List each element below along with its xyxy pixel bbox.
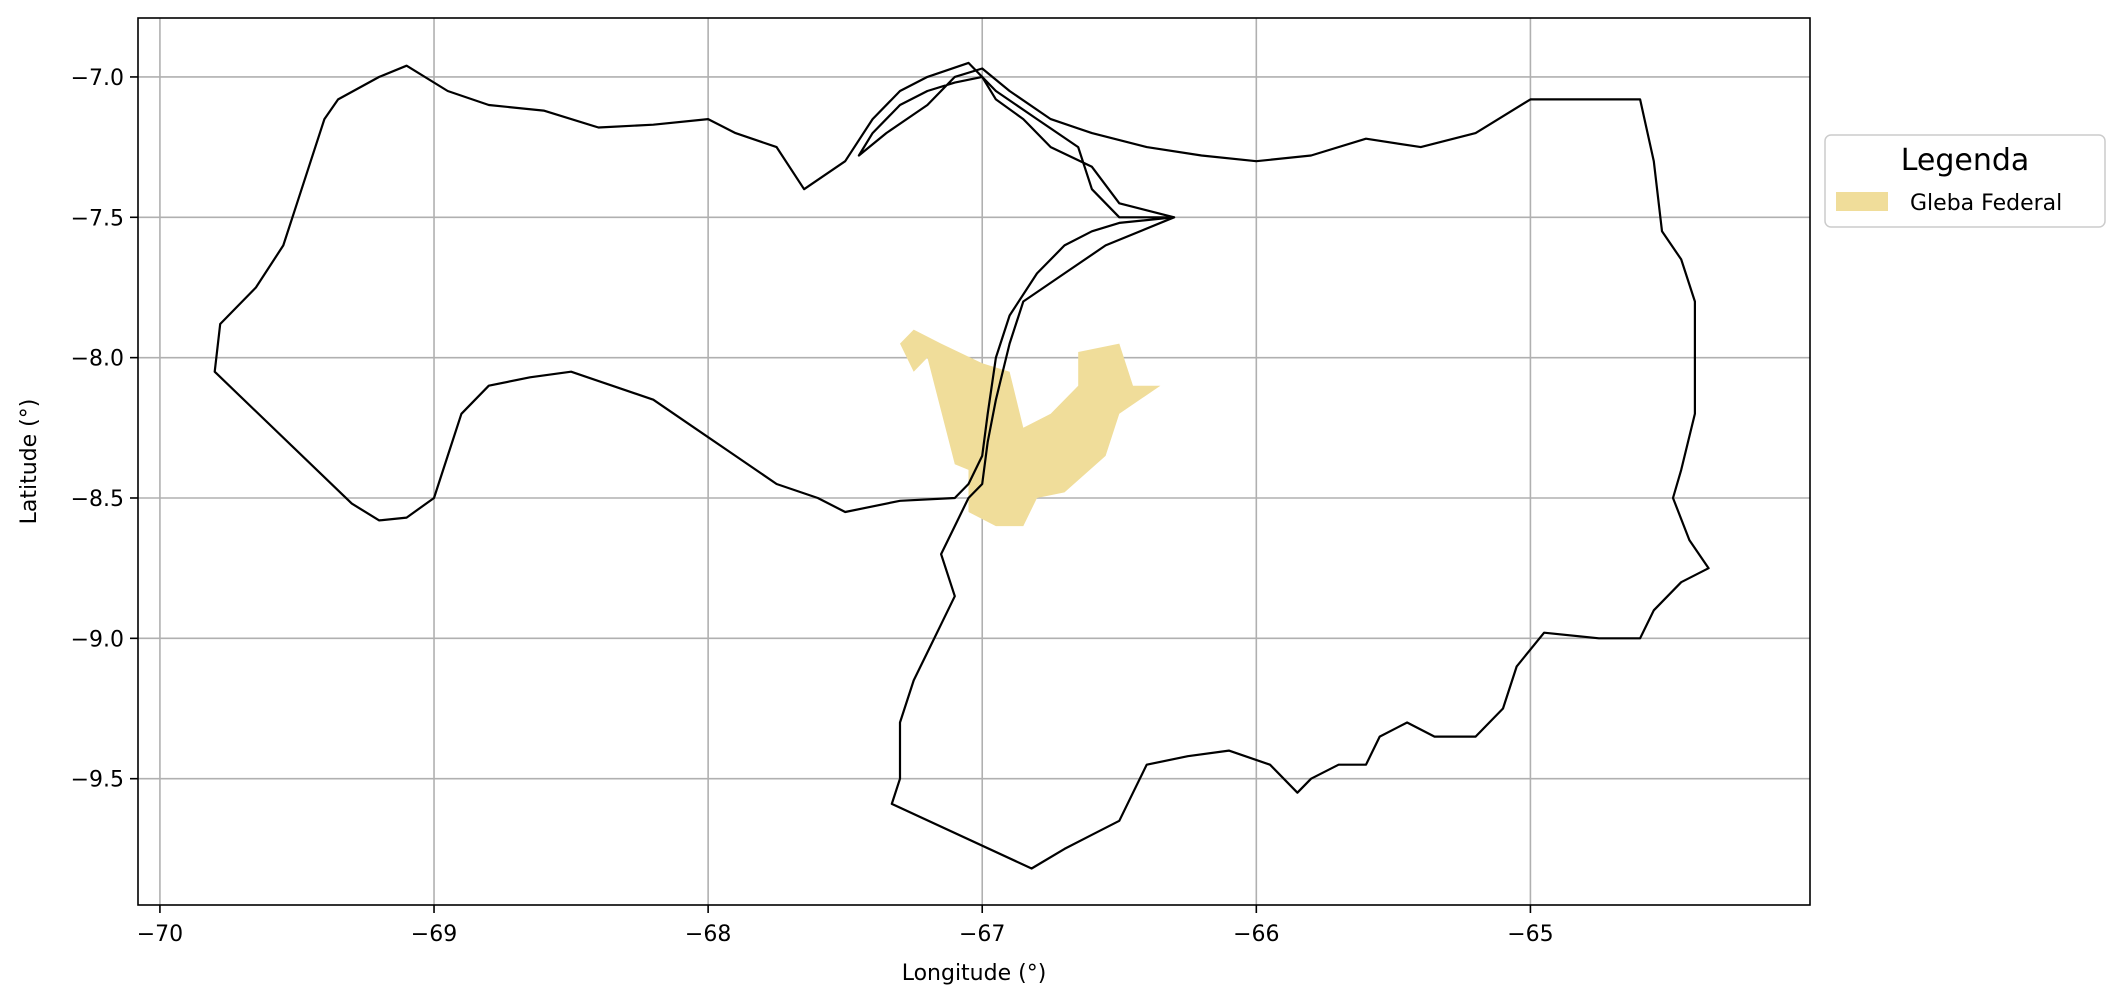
- y-tick-label: −7.0: [71, 66, 124, 91]
- x-axis: −70 −69 −68 −67 −66 −65: [137, 905, 1554, 947]
- legend-label-gleba-federal: Gleba Federal: [1910, 191, 2062, 216]
- boundaries-layer: [213, 61, 1710, 870]
- plot-frame: [137, 17, 1811, 906]
- legend: Legenda Gleba Federal: [1824, 134, 2106, 228]
- y-tick-label: −8.5: [71, 487, 124, 512]
- regions-layer: [900, 329, 1161, 527]
- y-axis: −7.0 −7.5 −8.0 −8.5 −9.0 −9.5: [71, 66, 138, 793]
- grid: [138, 18, 1810, 905]
- x-tick-label: −66: [1233, 922, 1279, 947]
- legend-title: Legenda: [1901, 143, 2030, 178]
- x-tick-label: −70: [137, 922, 183, 947]
- y-tick-label: −8.0: [71, 347, 124, 372]
- y-tick-label: −7.5: [71, 206, 124, 231]
- x-tick-label: −68: [685, 922, 731, 947]
- legend-swatch-gleba-federal: [1836, 192, 1888, 211]
- legend-box: [1824, 134, 2106, 228]
- x-tick-label: −69: [411, 922, 457, 947]
- boundary-east: [857, 67, 1710, 870]
- y-tick-label: −9.5: [71, 768, 124, 793]
- boundary-west: [213, 61, 1176, 522]
- y-axis-label: Latitude (°): [17, 399, 42, 525]
- x-tick-label: −67: [959, 922, 1005, 947]
- region-gleba-federal: [900, 329, 1161, 527]
- x-axis-label: Longitude (°): [902, 961, 1047, 986]
- y-tick-label: −9.0: [71, 627, 124, 652]
- x-tick-label: −65: [1507, 922, 1553, 947]
